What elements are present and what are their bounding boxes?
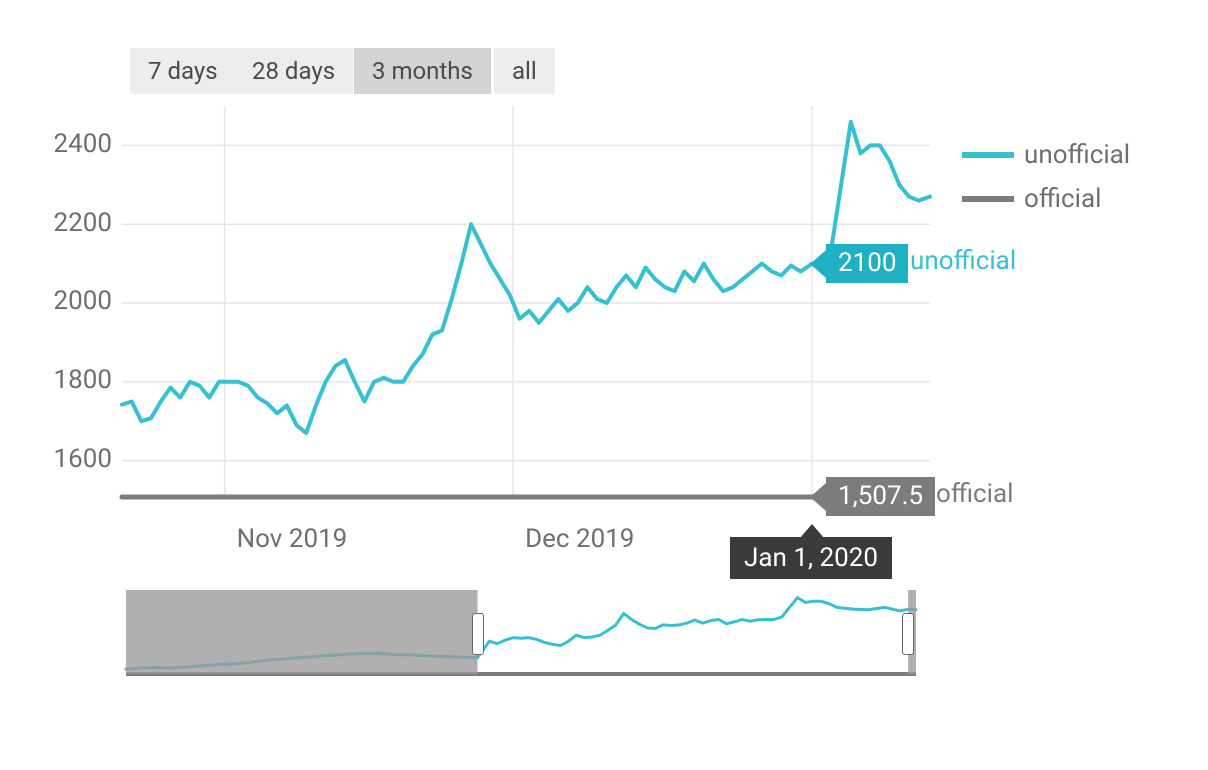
x-tick-nov-2019: Nov 2019: [237, 524, 348, 554]
tooltip-value-official: 1,507.5: [826, 477, 935, 516]
main-chart-svg: [0, 0, 1208, 770]
y-tick-1600: 1600: [52, 444, 112, 474]
range-handle-right[interactable]: [902, 613, 914, 655]
range-7days-button[interactable]: 7 days: [130, 48, 236, 94]
tooltip-label-official: official: [936, 479, 1013, 509]
legend-label-official[interactable]: official: [1024, 184, 1101, 214]
range-3months-button[interactable]: 3 months: [354, 48, 491, 94]
legend-swatch-official: [962, 196, 1014, 202]
tooltip-label-unofficial: unofficial: [910, 246, 1016, 276]
tooltip-date: Jan 1, 2020: [730, 537, 892, 579]
y-tick-2200: 2200: [52, 208, 112, 238]
range-handle-left[interactable]: [472, 613, 484, 655]
tooltip-arrow-date: [800, 524, 824, 538]
y-tick-2400: 2400: [52, 129, 112, 159]
range-all-button[interactable]: all: [494, 48, 555, 94]
legend-swatch-unofficial: [962, 152, 1014, 158]
chart-root: 7 days 28 days 3 months all 1600 1800 20…: [0, 0, 1208, 770]
y-tick-2000: 2000: [52, 286, 112, 316]
tooltip-arrow-unofficial: [810, 250, 826, 278]
x-tick-dec-2019: Dec 2019: [525, 524, 634, 554]
tooltip-value-unofficial: 2100: [826, 244, 908, 283]
tooltip-arrow-official: [810, 483, 826, 511]
y-tick-1800: 1800: [52, 365, 112, 395]
legend-label-unofficial[interactable]: unofficial: [1024, 140, 1130, 170]
range-28days-button[interactable]: 28 days: [234, 48, 353, 94]
